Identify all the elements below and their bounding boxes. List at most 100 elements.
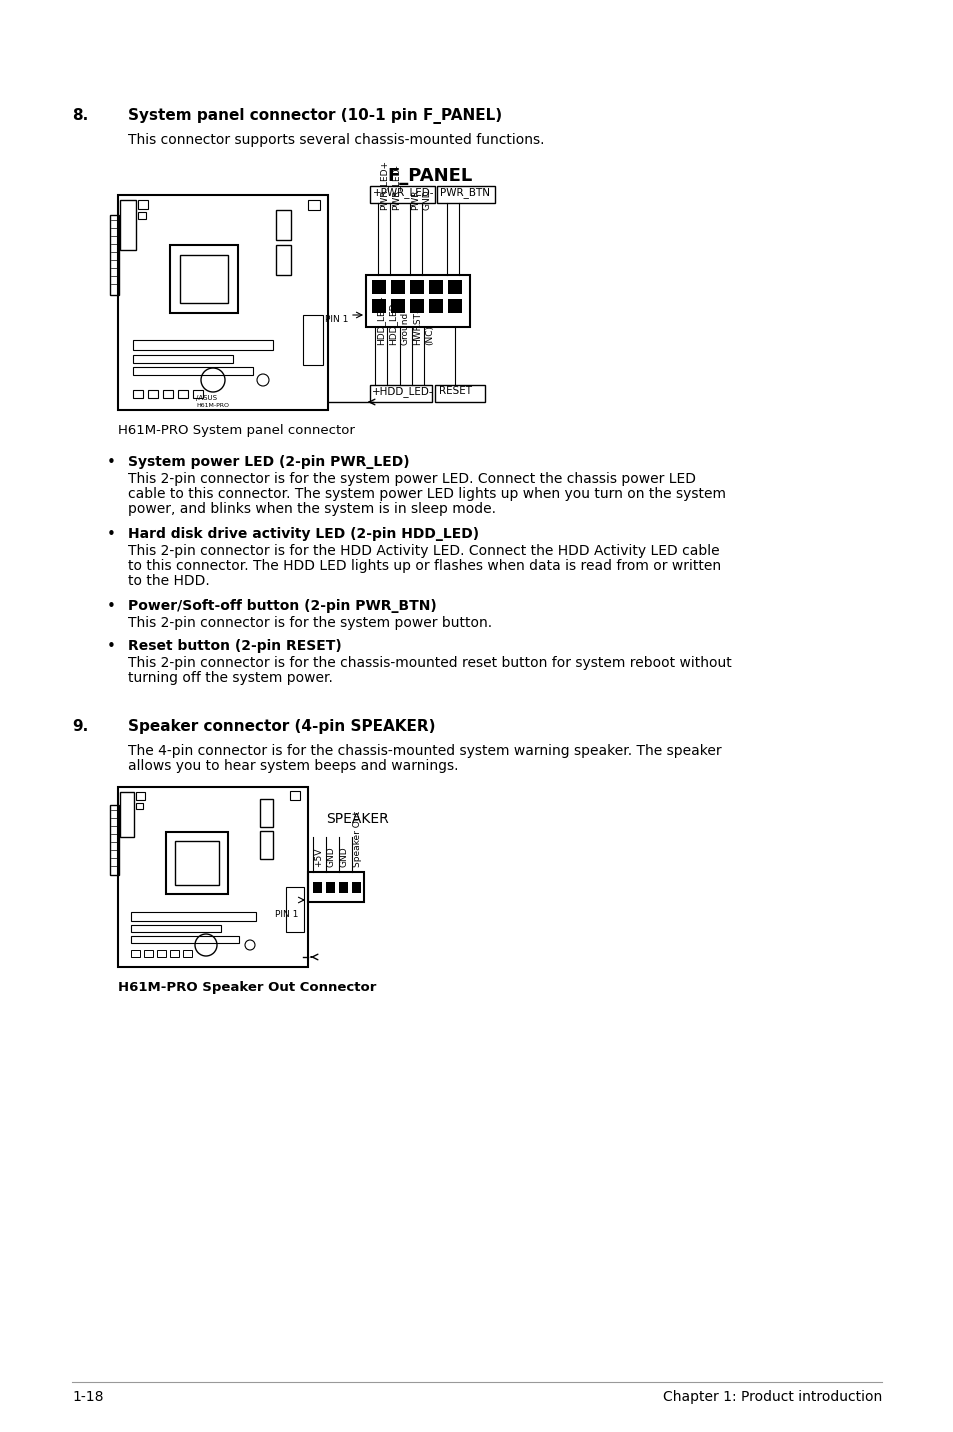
- Text: System power LED (2-pin PWR_LED): System power LED (2-pin PWR_LED): [128, 455, 409, 470]
- Bar: [372, 281, 386, 294]
- Text: +HDD_LED-: +HDD_LED-: [372, 387, 434, 397]
- Bar: [313, 882, 322, 894]
- Bar: [180, 255, 228, 304]
- Bar: [138, 200, 148, 209]
- Bar: [338, 882, 348, 894]
- Bar: [174, 841, 219, 885]
- Text: (NC): (NC): [424, 325, 434, 345]
- Bar: [410, 299, 423, 314]
- Text: PWR: PWR: [411, 189, 419, 211]
- Bar: [132, 390, 143, 398]
- Text: Power/Soft-off button (2-pin PWR_BTN): Power/Soft-off button (2-pin PWR_BTN): [128, 599, 436, 613]
- Bar: [308, 872, 364, 902]
- Bar: [193, 390, 203, 398]
- Text: PWR_LED-: PWR_LED-: [391, 165, 399, 211]
- Bar: [448, 281, 461, 294]
- Bar: [110, 215, 119, 295]
- Text: Reset button (2-pin RESET): Reset button (2-pin RESET): [128, 639, 341, 653]
- Bar: [370, 186, 435, 203]
- Bar: [136, 792, 145, 800]
- Text: power, and blinks when the system is in sleep mode.: power, and blinks when the system is in …: [128, 503, 496, 516]
- Bar: [429, 281, 442, 294]
- Text: This connector supports several chassis-mounted functions.: This connector supports several chassis-…: [128, 133, 544, 147]
- Bar: [290, 790, 299, 800]
- Text: PIN 1: PIN 1: [324, 315, 348, 324]
- Text: This 2-pin connector is for the HDD Activity LED. Connect the HDD Activity LED c: This 2-pin connector is for the HDD Acti…: [128, 544, 719, 558]
- Text: 9.: 9.: [71, 719, 89, 735]
- Text: This 2-pin connector is for the system power button.: This 2-pin connector is for the system p…: [128, 616, 492, 630]
- Bar: [435, 385, 484, 402]
- Text: GND: GND: [327, 846, 335, 866]
- Bar: [136, 803, 143, 809]
- Text: GND: GND: [422, 189, 432, 211]
- Text: SPEAKER: SPEAKER: [326, 812, 389, 826]
- Text: This 2-pin connector is for the chassis-mounted reset button for system reboot w: This 2-pin connector is for the chassis-…: [128, 656, 731, 670]
- Text: The 4-pin connector is for the chassis-mounted system warning speaker. The speak: The 4-pin connector is for the chassis-m…: [128, 745, 720, 758]
- Text: Chapter 1: Product introduction: Chapter 1: Product introduction: [662, 1390, 882, 1403]
- Bar: [131, 925, 221, 932]
- Text: GND: GND: [339, 846, 349, 866]
- Text: H61M-PRO: H61M-PRO: [195, 402, 229, 408]
- Text: cable to this connector. The system power LED lights up when you turn on the sys: cable to this connector. The system powe…: [128, 487, 725, 501]
- Bar: [131, 949, 140, 957]
- Bar: [170, 245, 237, 314]
- Text: System panel connector (10-1 pin F_PANEL): System panel connector (10-1 pin F_PANEL…: [128, 107, 501, 125]
- Text: •: •: [107, 639, 115, 654]
- Bar: [118, 195, 328, 410]
- Bar: [286, 886, 304, 932]
- Text: PIN 1: PIN 1: [274, 909, 297, 919]
- Text: PWR_BTN: PWR_BTN: [439, 188, 490, 198]
- Bar: [326, 882, 335, 894]
- Text: HWRST#: HWRST#: [413, 305, 421, 345]
- Bar: [120, 200, 136, 251]
- Text: 1-18: 1-18: [71, 1390, 103, 1403]
- Bar: [366, 275, 470, 326]
- Bar: [260, 799, 273, 828]
- Text: H61M-PRO Speaker Out Connector: H61M-PRO Speaker Out Connector: [118, 981, 376, 994]
- Bar: [132, 339, 273, 349]
- Text: /ASUS: /ASUS: [195, 395, 216, 401]
- Text: F_PANEL: F_PANEL: [387, 168, 472, 185]
- Text: HDD_LED-: HDD_LED-: [388, 299, 396, 345]
- Text: to this connector. The HDD LED lights up or flashes when data is read from or wr: to this connector. The HDD LED lights up…: [128, 558, 720, 573]
- Text: PWR_LED+: PWR_LED+: [378, 160, 388, 211]
- Text: 8.: 8.: [71, 107, 89, 123]
- Text: to the HDD.: to the HDD.: [128, 574, 210, 589]
- Text: RESET: RESET: [438, 387, 472, 397]
- Bar: [131, 912, 255, 921]
- Bar: [118, 788, 308, 967]
- Text: •: •: [107, 455, 115, 470]
- Bar: [391, 281, 405, 294]
- Text: H61M-PRO System panel connector: H61M-PRO System panel connector: [118, 424, 355, 437]
- Bar: [429, 299, 442, 314]
- Bar: [391, 299, 405, 314]
- Bar: [157, 949, 166, 957]
- Bar: [166, 832, 228, 894]
- Text: Hard disk drive activity LED (2-pin HDD_LED): Hard disk drive activity LED (2-pin HDD_…: [128, 527, 478, 541]
- Text: turning off the system power.: turning off the system power.: [128, 672, 333, 684]
- Text: •: •: [107, 599, 115, 614]
- Bar: [275, 211, 291, 241]
- Bar: [170, 949, 179, 957]
- Bar: [163, 390, 172, 398]
- Bar: [410, 281, 423, 294]
- Bar: [372, 299, 386, 314]
- Bar: [131, 937, 239, 944]
- Text: •: •: [107, 527, 115, 541]
- Bar: [110, 805, 119, 875]
- Text: allows you to hear system beeps and warnings.: allows you to hear system beeps and warn…: [128, 759, 458, 773]
- Bar: [370, 385, 432, 402]
- Bar: [275, 245, 291, 275]
- Text: This 2-pin connector is for the system power LED. Connect the chassis power LED: This 2-pin connector is for the system p…: [128, 473, 696, 485]
- Text: Ground: Ground: [400, 312, 410, 345]
- Bar: [132, 367, 253, 375]
- Bar: [260, 831, 273, 859]
- Bar: [132, 355, 233, 362]
- Bar: [303, 315, 323, 365]
- Bar: [308, 200, 319, 211]
- Text: +PWR_LED-: +PWR_LED-: [373, 188, 434, 198]
- Bar: [352, 882, 360, 894]
- Text: Speaker Out: Speaker Out: [353, 811, 361, 866]
- Bar: [448, 299, 461, 314]
- Bar: [138, 212, 146, 219]
